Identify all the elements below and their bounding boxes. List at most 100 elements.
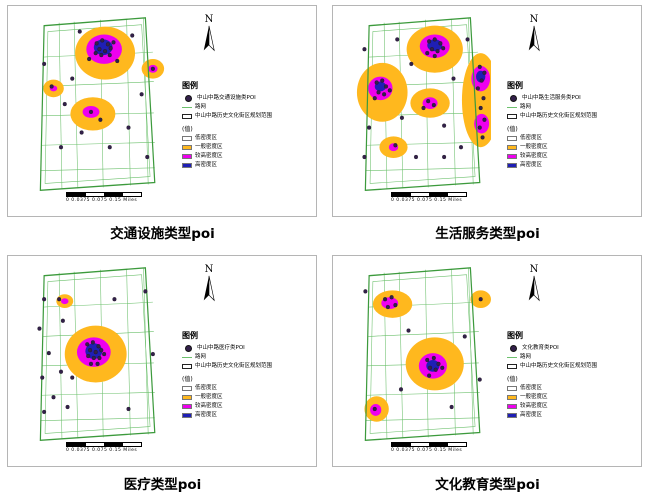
legend-title: 图例	[182, 81, 198, 90]
general-density-swatch	[182, 145, 192, 150]
scale-bar-segments	[391, 442, 467, 447]
scale-bar-text: 0 0.0375 0.075 0.15 Miles	[66, 198, 138, 203]
legend-label: 高密度区	[195, 162, 218, 168]
legend-label: 路网	[520, 104, 532, 110]
scale-bar: 0 0.0375 0.075 0.15 Miles	[66, 442, 186, 453]
legend-item-boundary: 中山中路历史文化街区规划范围	[507, 362, 637, 371]
legend-item-boundary: 中山中路历史文化街区规划范围	[507, 112, 637, 121]
scale-bar-text: 0 0.0375 0.075 0.15 Miles	[66, 448, 138, 453]
legend-label: 较高密度区	[520, 403, 548, 409]
low-density-swatch	[507, 136, 517, 141]
higher-density-swatch	[507, 404, 517, 409]
road-line-swatch	[182, 106, 192, 109]
high-density-swatch	[507, 163, 517, 168]
poi-points	[362, 37, 487, 160]
legend-item-high: 高密度区	[507, 411, 637, 420]
scale-bar-segments	[391, 192, 467, 197]
legend-item-road: 路网	[182, 103, 312, 112]
north-label: N	[529, 264, 539, 275]
legend-value-header: (值)	[507, 126, 518, 133]
high-density-swatch	[507, 413, 517, 418]
scale-bar: 0 0.0375 0.075 0.15 Miles	[391, 442, 511, 453]
scale-bar-segments	[66, 442, 142, 447]
legend-label: 低密度区	[195, 135, 218, 141]
scale-bar: 0 0.0375 0.075 0.15 Miles	[391, 192, 511, 203]
legend: 图例 中山中路生活服务类POI 路网 中山中路历史文化街区规划范围 (值) 低密…	[507, 80, 637, 170]
north-arrow-icon	[528, 25, 540, 52]
legend-item-boundary: 中山中路历史文化街区规划范围	[182, 362, 312, 371]
map-panel-life-service: N 图例 中山中路生活服务类POI 路网 中山中路历史文化街	[325, 0, 650, 250]
legend-title: 图例	[507, 331, 523, 340]
legend-label: 中山中路历史文化街区规划范围	[520, 113, 598, 119]
low-density-swatch	[507, 386, 517, 391]
legend-item-general: 一般密度区	[507, 393, 637, 402]
legend-item-poi: 中山中路交通设施类POI	[182, 94, 312, 103]
legend-label: 低密度区	[520, 135, 543, 141]
map-canvas	[37, 267, 156, 442]
legend-label: 低密度区	[520, 385, 543, 391]
north-arrow: N	[198, 14, 220, 57]
legend-title: 图例	[182, 331, 198, 340]
north-arrow-icon	[203, 275, 215, 302]
district-boundary	[364, 17, 481, 192]
legend-item-higher: 较高密度区	[182, 152, 312, 161]
legend-item-higher: 较高密度区	[182, 402, 312, 411]
high-density-swatch	[182, 413, 192, 418]
legend-item-road: 路网	[182, 353, 312, 362]
legend-label: 中山中路历史文化街区规划范围	[195, 113, 273, 119]
legend-item-poi: 文化教育类POI	[507, 344, 637, 353]
panel-caption: 医疗类型poi	[123, 477, 202, 493]
road-network	[40, 267, 155, 440]
poi-points	[42, 29, 155, 160]
general-density-swatch	[507, 395, 517, 400]
north-label: N	[529, 14, 539, 25]
north-label: N	[204, 264, 214, 275]
boundary-swatch	[182, 114, 192, 119]
legend-label: 中山中路生活服务类POI	[522, 95, 581, 101]
legend-item-high: 高密度区	[182, 161, 312, 170]
map-canvas	[39, 17, 165, 192]
boundary-swatch	[182, 364, 192, 369]
panel-caption: 交通设施类型poi	[110, 226, 215, 242]
legend-label: 一般密度区	[520, 144, 548, 150]
poi-points	[363, 289, 483, 412]
legend-label: 路网	[520, 354, 532, 360]
legend-value-header: (值)	[507, 376, 518, 383]
north-arrow-icon	[203, 25, 215, 52]
district-boundary	[39, 17, 156, 192]
legend-item-low: 低密度区	[182, 134, 312, 143]
legend-item-general: 一般密度区	[182, 143, 312, 152]
road-line-swatch	[507, 106, 517, 109]
legend-label: 一般密度区	[520, 394, 548, 400]
legend-value-header: (值)	[182, 126, 193, 133]
legend-item-poi: 中山中路生活服务类POI	[507, 94, 637, 103]
map-figure: N 图例 中山中路交通设施类POI 路网 中山中路历史文化街	[7, 5, 317, 217]
legend-item-low: 低密度区	[182, 384, 312, 393]
higher-density-swatch	[182, 404, 192, 409]
legend: 图例 文化教育类POI 路网 中山中路历史文化街区规划范围 (值) 低密度区	[507, 330, 637, 420]
legend-title: 图例	[507, 81, 523, 90]
map-canvas	[363, 267, 491, 442]
north-arrow-icon	[528, 275, 540, 302]
road-line-swatch	[507, 356, 517, 359]
legend-label: 中山中路交通设施类POI	[197, 95, 256, 101]
district-boundary	[364, 267, 481, 442]
map-canvas	[356, 17, 491, 192]
north-arrow: N	[198, 264, 220, 307]
north-arrow: N	[523, 14, 545, 57]
map-panel-culture-education: N 图例 文化教育类POI 路网 中山中路历史文化街区规划范	[325, 250, 650, 501]
poi-points	[37, 289, 155, 415]
legend-item-higher: 较高密度区	[507, 152, 637, 161]
legend-item-road: 路网	[507, 103, 637, 112]
legend-label: 较高密度区	[520, 153, 548, 159]
legend-label: 高密度区	[520, 412, 543, 418]
boundary-swatch	[507, 114, 517, 119]
legend-label: 中山中路历史文化街区规划范围	[195, 363, 273, 369]
legend-item-low: 低密度区	[507, 384, 637, 393]
higher-density-swatch	[507, 154, 517, 159]
legend-item-road: 路网	[507, 353, 637, 362]
low-density-swatch	[182, 386, 192, 391]
legend-item-higher: 较高密度区	[507, 402, 637, 411]
legend-item-low: 低密度区	[507, 134, 637, 143]
